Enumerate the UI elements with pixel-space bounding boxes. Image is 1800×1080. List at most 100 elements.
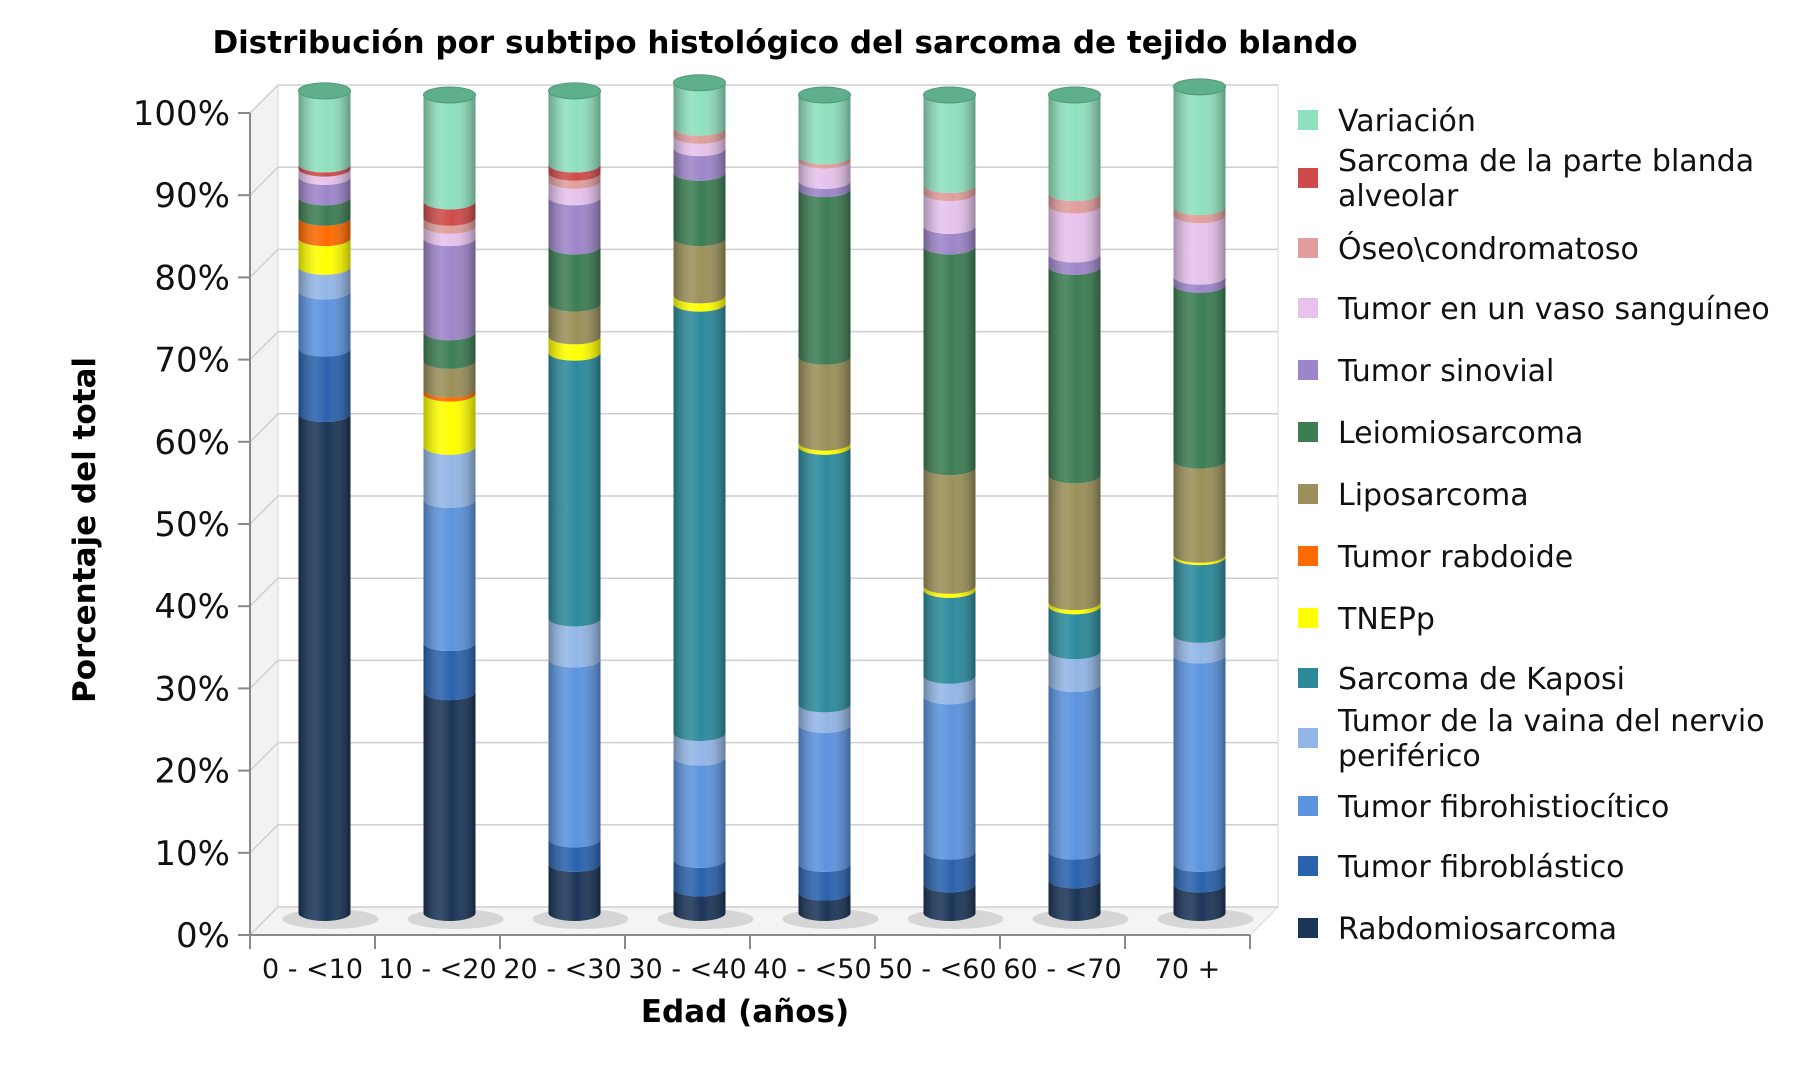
x-axis-title: Edad (años) bbox=[641, 994, 849, 1030]
legend-label: Tumor sinovial bbox=[1337, 354, 1554, 389]
legend-swatch bbox=[1298, 360, 1318, 380]
bar-20-30 bbox=[548, 82, 601, 921]
chart-title: Distribución por subtipo histológico del… bbox=[212, 25, 1357, 61]
legend-label-line: Tumor de la vaina del nervio bbox=[1337, 704, 1765, 739]
y-tick-label: 50% bbox=[154, 505, 230, 545]
legend-item-oseo-condromatoso: Óseo\condromatoso bbox=[1298, 230, 1639, 267]
bar-top-cap bbox=[923, 86, 976, 104]
gridline-diagonal bbox=[249, 413, 279, 443]
bar-shading bbox=[1048, 95, 1101, 921]
legend-item-tumor-fibroblastico: Tumor fibroblástico bbox=[1298, 850, 1625, 885]
legend-label: Variación bbox=[1338, 104, 1476, 139]
bar-top-cap bbox=[548, 82, 601, 100]
y-axis-title: Porcentaje del total bbox=[67, 357, 103, 703]
y-tick-label: 90% bbox=[154, 176, 230, 216]
bar-30-40 bbox=[673, 74, 726, 922]
y-tick-label: 30% bbox=[154, 669, 230, 709]
bar-top-cap bbox=[298, 82, 351, 100]
bar-top-cap bbox=[798, 86, 851, 104]
x-tick-label: 30 - <40 bbox=[628, 954, 746, 985]
bar-40-50 bbox=[798, 86, 851, 921]
axes: 0% 10% 20% 30% 40% 50% 60% 70% 80% 90% 100% 0 - <10… bbox=[133, 94, 1251, 985]
bar-shading bbox=[1173, 86, 1226, 921]
y-tick-label: 10% bbox=[154, 834, 230, 874]
bar-60-70 bbox=[1048, 86, 1101, 921]
legend: Variación Sarcoma de la parte blanda alveo… bbox=[1298, 104, 1770, 947]
bar-top-cap bbox=[673, 74, 726, 92]
legend-label: Tumor rabdoide bbox=[1337, 540, 1573, 575]
legend-swatch bbox=[1298, 546, 1318, 566]
legend-label: Leiomiosarcoma bbox=[1338, 416, 1583, 451]
legend-swatch bbox=[1298, 918, 1318, 938]
legend-swatch bbox=[1298, 238, 1318, 258]
x-tick-label: 60 - <70 bbox=[1003, 954, 1121, 985]
gridline-diagonal bbox=[249, 577, 279, 607]
gridline-diagonal bbox=[249, 248, 279, 278]
x-tick-label: 40 - <50 bbox=[753, 954, 871, 985]
bar-shading bbox=[548, 90, 601, 921]
legend-label: Óseo\condromatoso bbox=[1338, 230, 1639, 267]
legend-label: Sarcoma de Kaposi bbox=[1338, 662, 1625, 697]
legend-item-sarcoma-de-kaposi: Sarcoma de Kaposi bbox=[1298, 662, 1625, 697]
legend-item-liposarcoma: Liposarcoma bbox=[1298, 478, 1529, 513]
legend-label: Tumor fibrohistiocítico bbox=[1337, 790, 1669, 825]
legend-item-sarcoma-de-la-parte-blanda-alveolar: Sarcoma de la parte blanda alveolar bbox=[1298, 144, 1754, 214]
bar-50-60 bbox=[923, 86, 976, 921]
legend-item-tumor-fibrohistiocitico: Tumor fibrohistiocítico bbox=[1298, 790, 1669, 825]
legend-label: Tumor en un vaso sanguíneo bbox=[1337, 292, 1770, 327]
y-tick-label: 80% bbox=[154, 258, 230, 298]
gridline-diagonal bbox=[249, 84, 279, 114]
y-tick-label: 20% bbox=[154, 752, 230, 792]
gridline-diagonal bbox=[249, 166, 279, 196]
legend-swatch bbox=[1298, 856, 1318, 876]
legend-item-variacion: Variación bbox=[1298, 104, 1476, 139]
y-tick-label: 40% bbox=[154, 587, 230, 627]
legend-label-line: Sarcoma de la parte blanda bbox=[1338, 144, 1754, 179]
legend-item-tumor-sinovial: Tumor sinovial bbox=[1298, 354, 1554, 389]
legend-label: Tumor de la vaina del nervio periférico bbox=[1337, 704, 1765, 774]
bar-shading bbox=[923, 95, 976, 921]
bar-shading bbox=[798, 95, 851, 921]
y-tick-label: 60% bbox=[154, 423, 230, 463]
legend-label-line: periférico bbox=[1338, 739, 1481, 774]
gridline-diagonal bbox=[249, 495, 279, 525]
x-tick-label: 10 - <20 bbox=[378, 954, 496, 985]
legend-label: Tumor fibroblástico bbox=[1337, 850, 1625, 885]
legend-swatch bbox=[1298, 608, 1318, 628]
x-tick-label: 70 + bbox=[1155, 954, 1221, 985]
legend-item-leiomiosarcoma: Leiomiosarcoma bbox=[1298, 416, 1583, 451]
legend-swatch bbox=[1298, 168, 1318, 188]
x-tick-label: 20 - <30 bbox=[503, 954, 621, 985]
legend-item-tnepp: TNEPp bbox=[1298, 602, 1435, 637]
legend-label: Rabdomiosarcoma bbox=[1338, 912, 1617, 947]
legend-item-rabdomiosarcoma: Rabdomiosarcoma bbox=[1298, 912, 1617, 947]
gridline-diagonal bbox=[249, 331, 279, 361]
bar-70 bbox=[1173, 78, 1226, 921]
legend-item-tumor-en-un-vaso-sanguineo: Tumor en un vaso sanguíneo bbox=[1298, 292, 1770, 327]
legend-swatch bbox=[1298, 668, 1318, 688]
gridline-diagonal bbox=[249, 742, 279, 772]
y-tick-label: 70% bbox=[154, 341, 230, 381]
bar-10-20 bbox=[423, 86, 476, 921]
bar-top-cap bbox=[1048, 86, 1101, 104]
bar-shading bbox=[673, 82, 726, 922]
gridline-diagonal bbox=[249, 824, 279, 854]
bar-0-10 bbox=[298, 82, 351, 921]
legend-label: TNEPp bbox=[1337, 602, 1435, 637]
y-tick-label: 0% bbox=[176, 916, 230, 956]
y-tick-label: 100% bbox=[133, 94, 230, 134]
x-tick-label: 50 - <60 bbox=[878, 954, 996, 985]
legend-swatch bbox=[1298, 110, 1318, 130]
legend-label-line: alveolar bbox=[1338, 179, 1459, 214]
gridline-diagonal bbox=[249, 906, 279, 936]
legend-swatch bbox=[1298, 298, 1318, 318]
bar-shading bbox=[423, 95, 476, 921]
legend-item-tumor-rabdoide: Tumor rabdoide bbox=[1298, 540, 1573, 575]
bar-shading bbox=[298, 90, 351, 921]
bars bbox=[282, 74, 1254, 929]
bar-top-cap bbox=[423, 86, 476, 104]
legend-item-tumor-de-la-vaina-del-nervio-periferico: Tumor de la vaina del nervio periférico bbox=[1298, 704, 1765, 774]
x-tick-label: 0 - <10 bbox=[262, 954, 363, 985]
bar-top-cap bbox=[1173, 78, 1226, 96]
